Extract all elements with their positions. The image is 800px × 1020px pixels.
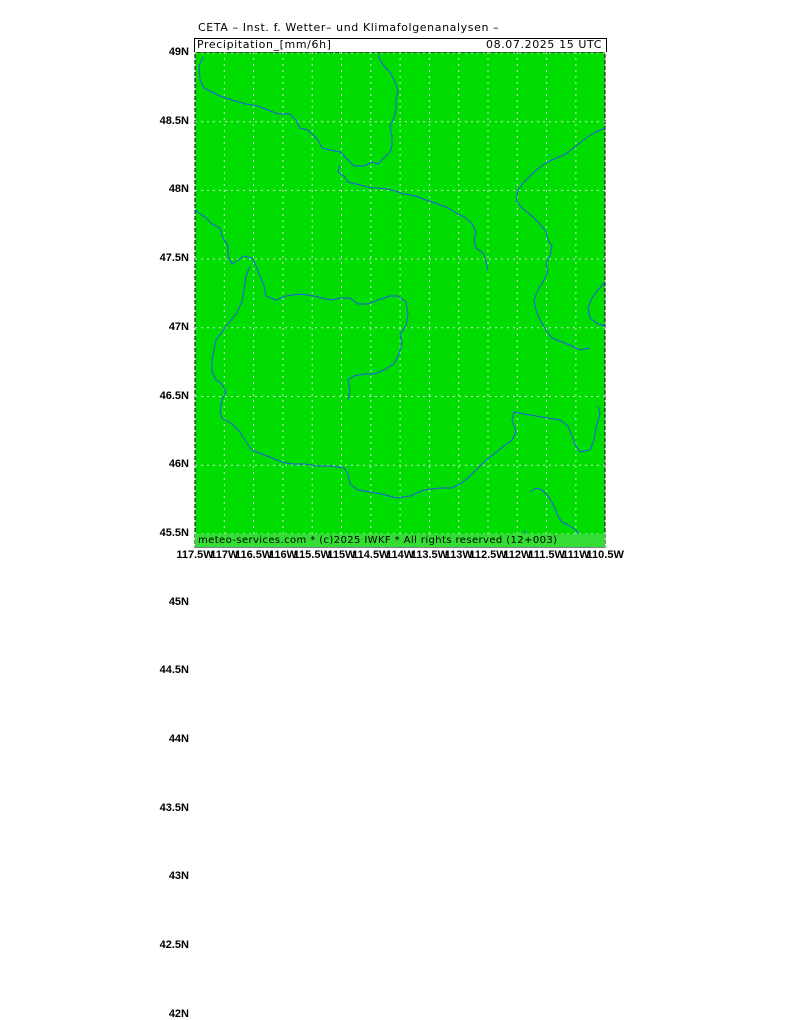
border-path [194, 209, 409, 401]
lat-tick-label: 45.5N [159, 526, 189, 539]
lon-tick-label: 111W [562, 549, 590, 561]
chart-title: CETA – Inst. f. Wetter– und Klimafolgena… [198, 21, 500, 34]
lon-tick-label: 114.5W [352, 549, 390, 561]
lon-tick-label: 112W [503, 549, 532, 561]
lat-tick-label: 45N [168, 595, 189, 608]
lat-tick-label: 48N [168, 183, 189, 196]
lon-tick-label: 114W [386, 549, 415, 561]
lon-tick-label: 115W [327, 549, 356, 561]
valid-time: 08.07.2025 15 UTC [486, 38, 602, 51]
lat-tick-label: 47N [168, 320, 189, 333]
lat-tick-label: 48.5N [159, 114, 189, 127]
header-field-box [194, 38, 607, 52]
lon-tick-label: 113.5W [410, 549, 449, 561]
lon-tick-label: 115.5W [293, 549, 331, 561]
border-path [587, 281, 606, 327]
map-area [194, 51, 606, 1016]
lon-tick-label: 113W [444, 549, 473, 561]
lon-tick-label: 117W [210, 549, 239, 561]
lon-tick-label: 111.5W [528, 549, 565, 561]
lon-tick-label: 116.5W [234, 549, 273, 561]
border-path [211, 265, 601, 499]
field-label: Precipitation_[mm/6h] [197, 38, 332, 51]
lat-tick-label: 44N [168, 733, 189, 745]
lat-tick-label: 49N [168, 46, 189, 58]
lat-tick-label: 43.5N [159, 801, 189, 814]
state-borders [194, 53, 606, 547]
border-path [198, 53, 399, 167]
lat-tick-label: 42N [168, 1007, 189, 1020]
lat-tick-label: 44.5N [159, 664, 189, 677]
lat-tick-label: 46.5N [159, 389, 189, 402]
lat-tick-label: 42.5N [159, 939, 189, 952]
lon-tick-label: 110.5W [586, 549, 624, 561]
lat-tick-label: 47.5N [159, 252, 189, 265]
border-path [337, 164, 489, 271]
lon-tick-label: 117.5W [176, 549, 214, 561]
lon-tick-label: 112.5W [469, 549, 507, 561]
credit-footer: meteo-services.com * (c)2025 IWKF * All … [195, 534, 605, 547]
border-path [515, 127, 606, 351]
lat-tick-label: 43N [168, 870, 189, 883]
border-path [529, 487, 581, 547]
lat-lon-grid [194, 52, 606, 1016]
precipitation-map [194, 51, 606, 1016]
lon-tick-label: 116W [268, 549, 297, 561]
lat-tick-label: 46N [168, 458, 189, 471]
